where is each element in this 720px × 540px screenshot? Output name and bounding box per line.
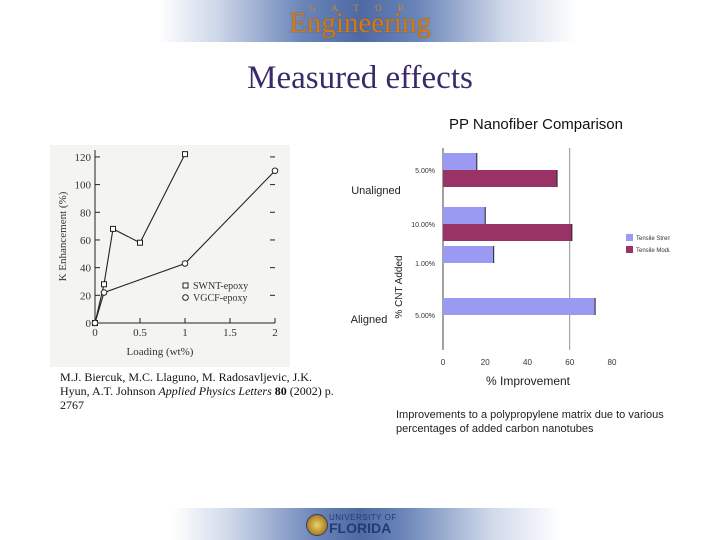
bar-tensile-strength: [443, 207, 486, 224]
header-logo-small: G A T O R: [309, 3, 411, 13]
citation-journal: Applied Physics Letters: [158, 384, 272, 398]
y-axis-title: % CNT Added: [394, 255, 405, 318]
bar-tensile-modulus: [443, 170, 558, 187]
category-label: 10.00%: [411, 222, 435, 229]
y-tick-label: 120: [75, 152, 92, 164]
legend-label: VGCF-epoxy: [193, 293, 247, 304]
x-tick-label: 2: [272, 327, 278, 339]
x-tick-label: 40: [523, 358, 532, 367]
bar-tensile-modulus: [443, 224, 572, 241]
x-axis-title: Loading (wt%): [127, 346, 194, 358]
bar-tensile-strength: [443, 246, 494, 263]
series-line-1: [94, 170, 276, 324]
x-axis-title: % Improvement: [486, 374, 571, 388]
x-tick-label: 0: [441, 358, 446, 367]
x-tick-label: 60: [565, 358, 574, 367]
footer-banner: [0, 508, 720, 540]
x-tick-label: 0: [92, 327, 98, 339]
x-tick-label: 0.5: [133, 327, 147, 339]
bar-tensile-strength: [443, 298, 596, 315]
legend-marker-circle: [182, 294, 189, 301]
legend-label: Tensile Modulus: [636, 248, 670, 254]
point-square: [182, 151, 188, 158]
y-tick-label: 60: [80, 235, 92, 247]
k-chart-background: [50, 145, 290, 367]
pp-nanofiber-chart: PP Nanofiber Comparison % CNT Added Unalig…: [351, 116, 670, 388]
y-tick-label: 40: [80, 263, 92, 275]
university-label-top: UNIVERSITY OF: [329, 513, 397, 522]
point-circle: [100, 289, 108, 296]
citation-volume: 80: [274, 384, 287, 398]
category-label: 5.00%: [415, 313, 435, 320]
slide-title: Measured effects: [247, 60, 473, 96]
university-label-main: FLORIDA: [329, 520, 392, 536]
y-tick-label: 0: [86, 318, 92, 330]
legend-swatch: [626, 246, 633, 253]
figure-caption: Improvements to a polypropylene matrix d…: [396, 409, 664, 435]
y-axis-title: K Enhancement (%): [57, 191, 69, 281]
point-square: [101, 281, 107, 288]
university-seal-icon: [306, 514, 328, 536]
x-tick-label: 80: [608, 358, 617, 367]
y-tick-label: 20: [80, 290, 92, 302]
category-label: 1.00%: [415, 261, 435, 268]
point-circle: [91, 319, 99, 327]
category-label: 5.00%: [415, 168, 435, 175]
group-label-aligned: Aligned: [351, 314, 388, 326]
k-enhancement-chart: 0 20 40 60 80 100 120 0 0.5 1 1.5 2 Loading (wt%) K E…: [50, 145, 290, 367]
legend-marker-square: [182, 282, 189, 289]
x-tick-label: 1: [182, 327, 188, 339]
citation-rest: (2002) p. 2767: [60, 384, 334, 412]
point-square: [110, 225, 116, 232]
header-logo-main: Engineering: [289, 7, 431, 39]
x-tick-label: 20: [481, 358, 490, 367]
legend-label: Tensile Strength: [636, 236, 670, 242]
group-label-unaligned: Unaligned: [351, 185, 401, 197]
point-circle: [181, 260, 189, 267]
citation: M.J. Biercuk, M.C. Llaguno, M. Radosavlj…: [60, 370, 340, 412]
citation-authors: M.J. Biercuk, M.C. Llaguno, M. Radosavlj…: [60, 370, 312, 398]
y-tick-label: 80: [80, 207, 92, 219]
y-tick-label: 100: [75, 180, 92, 192]
legend-swatch: [626, 234, 633, 241]
legend-label: SWNT-epoxy: [193, 281, 248, 292]
x-tick-label: 1.5: [223, 327, 237, 339]
point-circle: [271, 167, 279, 175]
header-banner: [0, 0, 720, 42]
chart-title: PP Nanofiber Comparison: [449, 116, 623, 133]
point-square: [137, 239, 143, 246]
bar-tensile-strength: [443, 153, 477, 170]
